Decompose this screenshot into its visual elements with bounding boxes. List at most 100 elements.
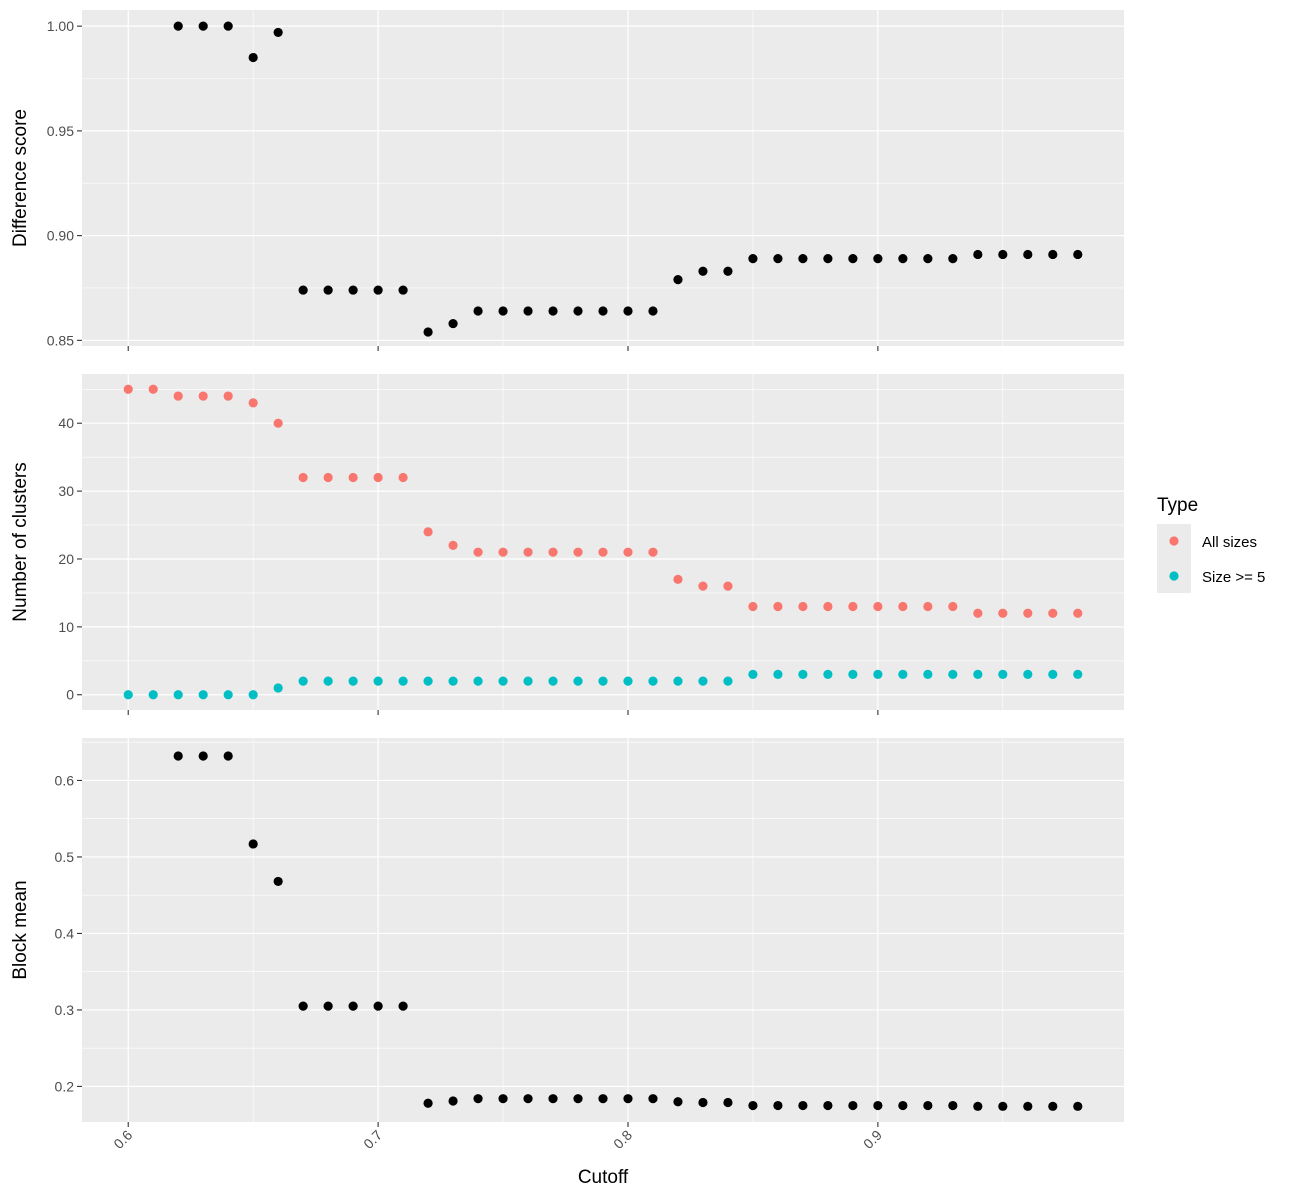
data-point — [948, 254, 958, 264]
data-point-all-sizes — [373, 472, 383, 483]
data-point — [898, 1100, 908, 1111]
data-point — [548, 306, 558, 316]
data-point-size-5 — [223, 690, 233, 700]
legend-label: Size >= 5 — [1202, 569, 1265, 586]
data-point — [648, 306, 658, 316]
data-point — [698, 266, 708, 276]
data-point-all-sizes — [848, 601, 858, 612]
data-point-all-sizes — [523, 547, 533, 557]
data-point-size-5 — [798, 669, 808, 679]
data-point — [1048, 1101, 1058, 1111]
data-point-size-5 — [673, 676, 683, 686]
y-tick-label: 10 — [58, 619, 74, 635]
data-point-all-sizes — [323, 472, 333, 483]
data-point — [1073, 249, 1083, 260]
data-point-all-sizes — [948, 601, 958, 612]
y-tick-label: 0.90 — [47, 228, 74, 244]
data-point — [398, 1001, 408, 1011]
x-tick-label: 0.6 — [110, 1127, 135, 1152]
y-tick-label: 0.4 — [55, 925, 75, 941]
data-point-all-sizes — [1023, 608, 1033, 618]
data-point-size-5 — [623, 676, 633, 686]
panel-background — [82, 374, 1124, 710]
data-point — [923, 1100, 933, 1111]
data-point-size-5 — [1023, 669, 1033, 679]
y-axis-title: Difference score — [10, 109, 31, 247]
data-point — [423, 1098, 433, 1108]
data-point — [273, 27, 283, 38]
data-point-size-5 — [598, 676, 608, 686]
data-point-all-sizes — [648, 547, 658, 557]
data-point-all-sizes — [723, 581, 733, 591]
data-point-size-5 — [148, 690, 158, 700]
data-point — [198, 751, 208, 761]
data-point-size-5 — [973, 669, 983, 679]
data-point-size-5 — [123, 690, 133, 700]
data-point — [773, 254, 783, 264]
data-point — [323, 1001, 333, 1011]
data-point — [173, 751, 183, 761]
y-tick-label: 0.3 — [55, 1002, 75, 1018]
data-point-all-sizes — [673, 574, 683, 584]
y-tick-label: 0 — [66, 687, 74, 703]
data-point-size-5 — [848, 669, 858, 679]
data-point — [248, 52, 258, 63]
data-point — [748, 254, 758, 264]
data-point-all-sizes — [773, 601, 783, 612]
y-tick-label: 0.5 — [55, 849, 75, 865]
y-tick-label: 30 — [58, 483, 74, 499]
data-point-size-5 — [1073, 669, 1083, 679]
data-point-size-5 — [648, 676, 658, 686]
legend-key-background — [1157, 524, 1191, 593]
data-point-size-5 — [898, 669, 908, 679]
data-point — [223, 751, 233, 761]
data-point-all-sizes — [598, 547, 608, 557]
data-point-all-sizes — [298, 472, 308, 483]
data-point-all-sizes — [448, 540, 458, 550]
y-axis-title: Number of clusters — [10, 462, 31, 621]
data-point — [898, 254, 908, 264]
data-point — [473, 1094, 483, 1104]
data-point-size-5 — [548, 676, 558, 686]
x-tick-label: 0.7 — [360, 1127, 385, 1152]
data-point — [673, 1097, 683, 1107]
data-point — [473, 306, 483, 316]
y-tick-label: 0.2 — [55, 1078, 75, 1094]
legend-key-all-sizes — [1169, 536, 1179, 546]
data-point-all-sizes — [498, 547, 508, 557]
data-point-all-sizes — [1073, 608, 1083, 618]
data-point-size-5 — [998, 669, 1008, 679]
y-tick-label: 0.85 — [47, 332, 74, 348]
data-point — [1023, 249, 1033, 260]
data-point — [873, 254, 883, 264]
data-point-all-sizes — [398, 472, 408, 483]
data-point-size-5 — [273, 683, 283, 693]
data-point — [348, 285, 358, 295]
data-point — [598, 1094, 608, 1104]
data-point-all-sizes — [623, 547, 633, 557]
data-point — [598, 306, 608, 316]
data-point — [1048, 249, 1058, 260]
data-point-size-5 — [473, 676, 483, 686]
data-point — [298, 1001, 308, 1011]
data-point — [498, 1094, 508, 1104]
legend-title: Type — [1157, 495, 1198, 516]
data-point-size-5 — [1048, 669, 1058, 679]
data-point-size-5 — [348, 676, 358, 686]
data-point-all-sizes — [123, 384, 133, 394]
x-tick-label: 0.9 — [860, 1127, 885, 1152]
data-point — [448, 318, 458, 329]
data-point — [448, 1096, 458, 1106]
data-point — [923, 254, 933, 264]
data-point-size-5 — [698, 676, 708, 686]
data-point-size-5 — [173, 690, 183, 700]
data-point-size-5 — [248, 690, 258, 700]
y-tick-label: 20 — [58, 551, 74, 567]
data-point — [523, 306, 533, 316]
data-point — [198, 21, 208, 31]
data-point-size-5 — [398, 676, 408, 686]
data-point-size-5 — [498, 676, 508, 686]
data-point-size-5 — [873, 669, 883, 679]
data-point — [1023, 1101, 1033, 1111]
data-point — [673, 274, 683, 285]
